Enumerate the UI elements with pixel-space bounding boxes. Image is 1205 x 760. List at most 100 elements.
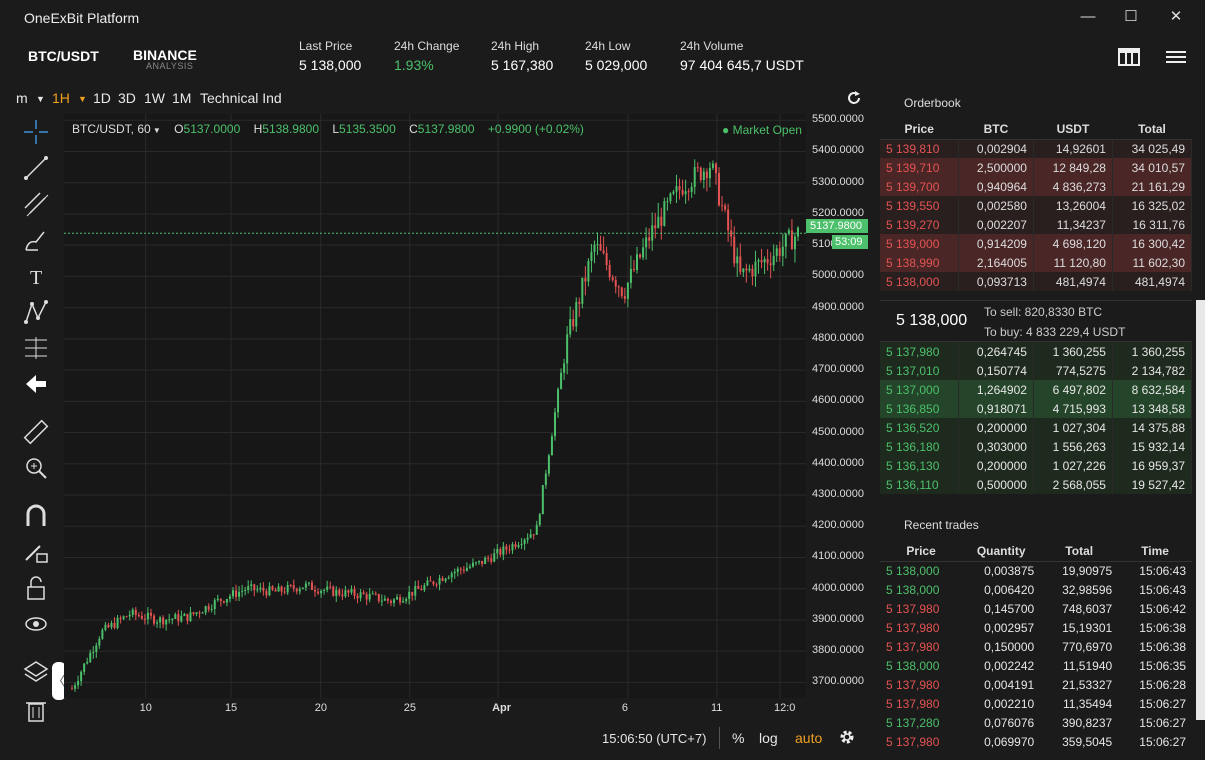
table-row[interactable]: 5 136,180 0,303000 1 556,263 15 932,14 <box>880 437 1193 456</box>
candle-body <box>256 589 259 591</box>
col-header[interactable]: Price <box>880 542 963 562</box>
zoom-in-icon[interactable] <box>22 454 50 482</box>
tab-timeframe-1m[interactable]: 1M <box>172 90 192 106</box>
candle-body <box>721 205 724 207</box>
table-row[interactable]: 5 139,700 0,940964 4 836,273 21 161,29 <box>880 177 1193 196</box>
table-cell: 0,093713 <box>958 272 1034 291</box>
table-row[interactable]: 5 137,980 0,264745 1 360,255 1 360,255 <box>880 342 1193 361</box>
price-axis[interactable]: 5500.00005400.00005300.00005200.00005100… <box>806 113 874 698</box>
exchange-name[interactable]: BINANCE <box>133 47 197 63</box>
table-row[interactable]: 5 139,810 0,002904 14,92601 34 025,49 <box>880 139 1193 158</box>
table-row[interactable]: 5 139,550 0,002580 13,26004 16 325,02 <box>880 196 1193 215</box>
candle-body <box>462 569 465 571</box>
magnet-icon[interactable] <box>22 502 50 530</box>
chart-symbol[interactable]: BTC/USDT, 60 <box>72 122 151 136</box>
maximize-button[interactable]: ☐ <box>1124 8 1138 25</box>
candle-body <box>435 584 438 586</box>
y-tick-label: 3800.0000 <box>812 644 864 657</box>
percent-scale-button[interactable]: % <box>732 730 745 746</box>
layout-grid-icon[interactable] <box>1118 48 1140 66</box>
drawing-toolbar: T <box>16 114 56 750</box>
eye-icon[interactable] <box>22 610 50 638</box>
minimize-button[interactable]: — <box>1080 8 1096 25</box>
candle-body <box>335 589 338 596</box>
table-row[interactable]: 5 136,130 0,200000 1 027,226 16 959,37 <box>880 456 1193 475</box>
tab-timeframe-1w[interactable]: 1W <box>144 90 165 106</box>
candle-body <box>499 548 502 555</box>
candle-body <box>502 546 505 555</box>
chevron-down-icon[interactable]: ▼ <box>36 94 45 104</box>
trash-icon[interactable] <box>22 696 50 724</box>
table-row[interactable]: 5 138,000 0,093713 481,4974 481,4974 <box>880 272 1193 291</box>
table-cell: 13,26004 <box>1033 196 1113 215</box>
brush-icon[interactable] <box>22 226 50 254</box>
auto-scale-button[interactable]: auto <box>795 730 823 746</box>
symbol-mode-button[interactable]: m <box>16 90 28 106</box>
candle-body <box>235 590 238 597</box>
table-row[interactable]: 5 139,000 0,914209 4 698,120 16 300,42 <box>880 234 1193 253</box>
tab-timeframe-3d[interactable]: 3D <box>118 90 136 106</box>
unlock-icon[interactable] <box>22 574 50 602</box>
layers-icon[interactable] <box>22 658 50 686</box>
close-button[interactable]: ✕ <box>1169 8 1183 25</box>
lock-drawings-icon[interactable] <box>22 538 50 566</box>
ohlc-change: +0.9900 (+0.02%) <box>487 122 584 136</box>
pattern-icon[interactable] <box>22 298 50 326</box>
candle-body <box>411 591 414 596</box>
candle-body <box>456 568 459 572</box>
trend-line-icon[interactable] <box>22 154 50 182</box>
table-row[interactable]: 5 137,010 0,150774 774,5275 2 134,782 <box>880 361 1193 380</box>
col-header[interactable]: Time <box>1118 542 1192 562</box>
settings-gear-icon[interactable] <box>838 728 856 751</box>
candle-body <box>438 578 441 585</box>
candle-body <box>71 688 73 690</box>
candle-body <box>614 279 617 287</box>
table-row[interactable]: 5 137,000 1,264902 6 497,802 8 632,584 <box>880 380 1193 399</box>
col-header[interactable]: Total <box>1112 120 1192 140</box>
table-row[interactable]: 5 139,270 0,002207 11,34237 16 311,76 <box>880 215 1193 234</box>
trade-cell: 15,19301 <box>1062 620 1113 635</box>
table-row[interactable]: 5 139,710 2,500000 12 849,28 34 010,57 <box>880 158 1193 177</box>
collapse-toolbar-handle[interactable]: 〈 <box>52 662 66 700</box>
time-axis[interactable]: 10 15 20 25 Apr 6 11 12:0 <box>64 698 806 720</box>
candle-body <box>663 201 666 226</box>
col-header[interactable]: Price <box>880 120 959 140</box>
tab-timeframe-1h[interactable]: 1H <box>52 90 70 106</box>
trade-price: 5 137,980 <box>886 601 940 616</box>
col-header[interactable]: BTC <box>958 120 1034 140</box>
candle-body <box>95 645 98 652</box>
table-row[interactable]: 5 138,990 2,164005 11 120,80 11 602,30 <box>880 253 1193 272</box>
candle-body <box>599 244 602 251</box>
refresh-icon[interactable] <box>846 90 862 111</box>
candle-body <box>247 586 250 591</box>
tab-timeframe-1d[interactable]: 1D <box>93 90 111 106</box>
measure-projection-icon[interactable] <box>22 334 50 362</box>
technical-indicators-button[interactable]: Technical Ind <box>200 90 282 106</box>
table-cell: 1 360,255 <box>1112 342 1193 361</box>
candle-body <box>350 589 353 593</box>
pair-selector[interactable]: BTC/USDT <box>28 48 99 64</box>
ruler-icon[interactable] <box>22 418 50 446</box>
table-row[interactable]: 5 136,520 0,200000 1 027,304 14 375,88 <box>880 418 1193 437</box>
col-header[interactable]: USDT <box>1033 120 1113 140</box>
table-row[interactable]: 5 136,850 0,918071 4 715,993 13 348,58 <box>880 399 1193 418</box>
candle-body <box>341 594 344 597</box>
fib-channel-icon[interactable] <box>22 190 50 218</box>
text-icon[interactable]: T <box>22 262 50 290</box>
candle-body <box>733 236 736 264</box>
table-row[interactable]: 5 136,110 0,500000 2 568,055 19 527,42 <box>880 475 1193 494</box>
trade-row: 5 137,980 0,069970 359,5045 15:06:27 <box>880 732 1192 751</box>
log-scale-button[interactable]: log <box>759 730 778 746</box>
chart-canvas[interactable] <box>64 114 806 698</box>
col-header[interactable]: Quantity <box>962 542 1041 562</box>
menu-icon[interactable] <box>1166 48 1188 66</box>
table-cell: 1 027,304 <box>1033 418 1113 437</box>
crosshair-icon[interactable] <box>22 118 50 146</box>
col-header[interactable]: Total <box>1040 542 1119 562</box>
chevron-down-icon[interactable]: ▼ <box>78 94 87 104</box>
candle-body <box>572 319 575 327</box>
price-chart[interactable] <box>64 114 806 698</box>
back-arrow-icon[interactable] <box>22 370 50 398</box>
price-cell: 5 137,010 <box>880 361 959 380</box>
candle-body <box>730 230 733 237</box>
